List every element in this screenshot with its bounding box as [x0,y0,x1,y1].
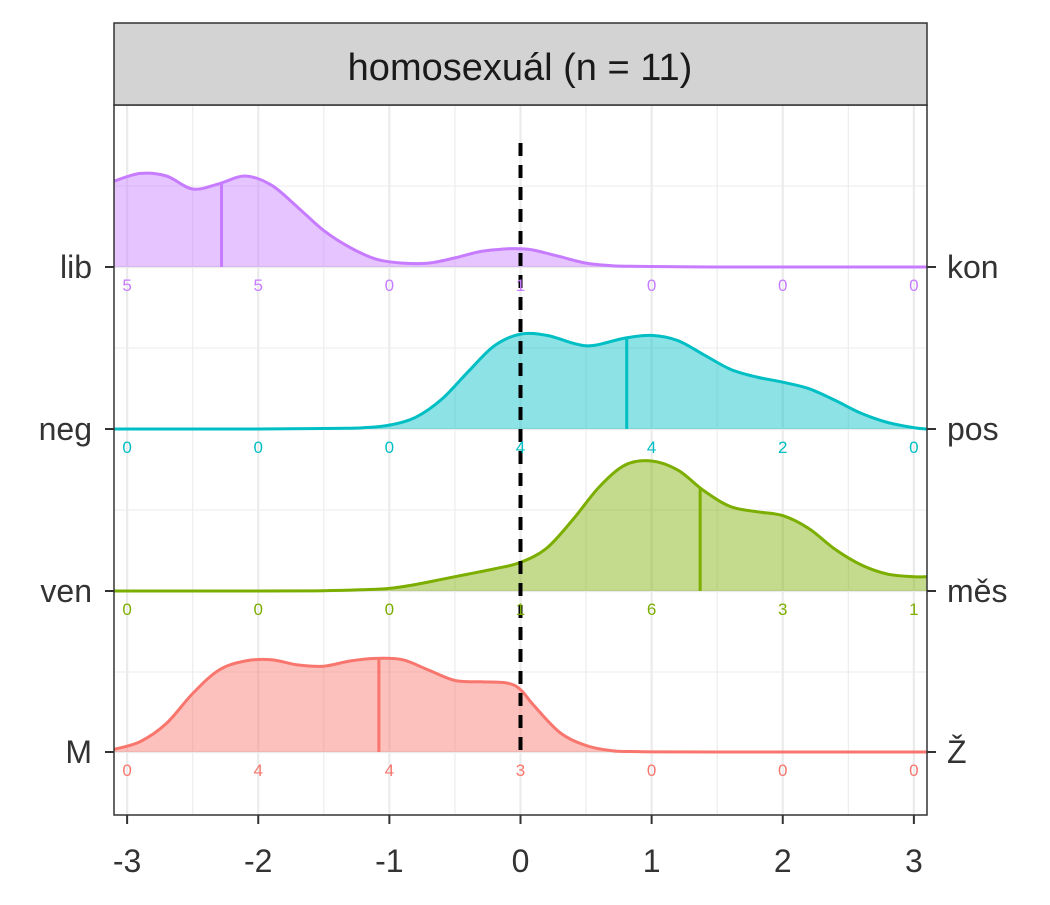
left-axis-label: neg [39,411,92,447]
density-curve [113,171,927,269]
x-axis-tick-label: -1 [375,843,403,879]
density-area [114,460,927,592]
count-label: 0 [909,276,918,295]
x-axis-tick-label: -2 [244,843,272,879]
density-ridge-ven [113,459,928,593]
x-axis-tick-label: 3 [905,843,923,879]
count-label: 0 [909,761,918,780]
axes: -3 -2 -1 0 1 2 3 lib kon neg pos ven měs M Ž [39,249,1008,879]
count-label: 0 [647,761,656,780]
count-label: 6 [647,600,656,619]
count-label: 0 [254,600,263,619]
count-label: 4 [516,438,525,457]
left-axis-label: lib [60,249,92,285]
count-label: 4 [254,761,263,780]
count-label: 4 [385,761,394,780]
right-axis-label: měs [947,573,1007,609]
density-curve [113,459,928,593]
right-axis-label: kon [947,249,999,285]
left-axis-label: M [65,734,92,770]
count-label: 0 [647,276,656,295]
right-axis-label: pos [947,411,999,447]
density-area [114,333,927,430]
density-curve [113,331,928,431]
count-label: 0 [254,438,263,457]
count-label: 0 [122,761,131,780]
density-ridge-neg [113,331,928,431]
right-axis-label: Ž [947,734,967,770]
count-label: 0 [385,276,394,295]
x-axis-tick-label: 0 [512,843,530,879]
count-label: 0 [778,276,787,295]
count-label: 4 [647,438,656,457]
left-axis-label: ven [40,573,92,609]
count-label: 1 [516,600,525,619]
count-label: 0 [122,438,131,457]
x-axis-tick-label: 2 [774,843,792,879]
count-label: 1 [516,276,525,295]
count-label: 5 [122,276,131,295]
count-label: 0 [385,600,394,619]
count-label: 0 [385,438,394,457]
count-label: 0 [122,600,131,619]
count-label: 3 [516,761,525,780]
facet-strip-title: homosexuál (n = 11) [348,47,693,89]
count-label: 0 [778,761,787,780]
count-label: 1 [909,600,918,619]
count-label: 0 [909,438,918,457]
count-label: 5 [254,276,263,295]
facet-strip-background [113,22,928,106]
count-labels: 5 5 0 1 0 0 0 0 0 0 4 4 2 0 0 0 0 1 6 3 1 0 4 4 3 0 0 0 [122,276,918,780]
grid-lines [114,105,927,815]
facet-strip: homosexuál (n = 11) [113,22,928,106]
density-area [114,173,927,268]
density-ridge-lib [113,171,927,269]
x-axis-tick-label: 1 [643,843,661,879]
count-label: 3 [778,600,787,619]
density-curve [113,656,927,754]
count-label: 2 [778,438,787,457]
x-axis-tick-label: -3 [113,843,141,879]
